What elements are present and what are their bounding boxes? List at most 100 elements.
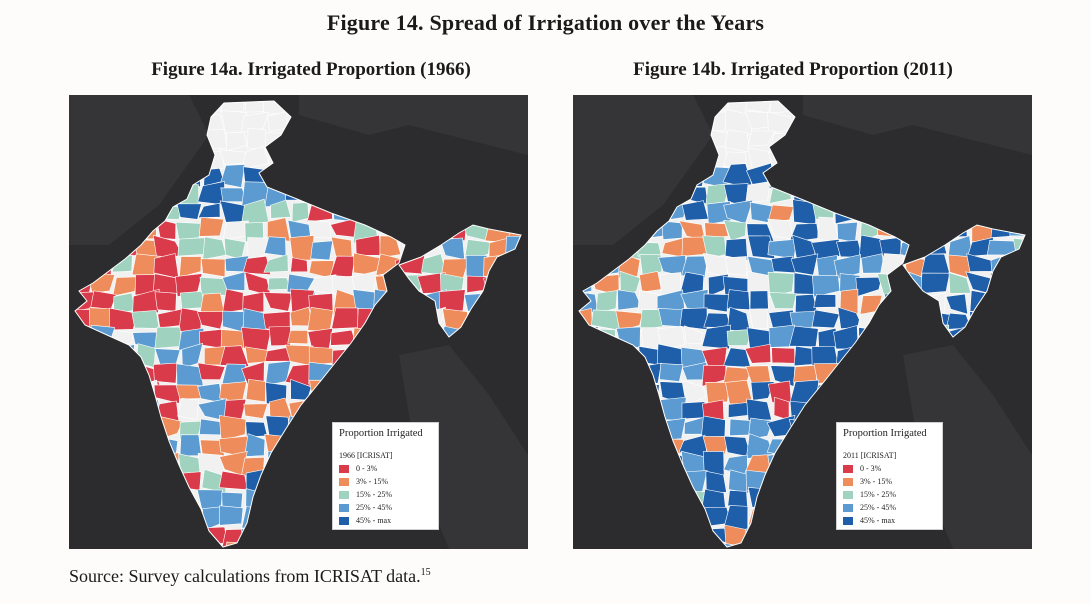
district-cell [331, 307, 359, 330]
district-cell [263, 254, 289, 273]
district-cell [703, 293, 730, 313]
district-cell [684, 325, 703, 345]
map-title-1966: Figure 14a. Irrigated Proportion (1966) [151, 59, 471, 80]
district-cell [836, 221, 858, 243]
district-cell [767, 271, 795, 298]
legend-swatch [843, 465, 853, 473]
district-cell [197, 202, 221, 219]
district-cell [747, 130, 776, 147]
legend-label: 0 - 3% [860, 464, 882, 473]
district-cell [243, 403, 269, 419]
district-cell [681, 379, 707, 405]
footnote-marker: 15 [420, 567, 431, 578]
district-cell [839, 288, 859, 315]
district-cell [245, 378, 267, 403]
legend-label: 3% - 15% [356, 477, 388, 486]
district-cell [811, 309, 840, 329]
legend-title: Proportion Irrigated [339, 428, 423, 439]
district-cell [241, 111, 270, 133]
district-cell [768, 291, 797, 309]
district-cell [768, 324, 795, 348]
district-cell [131, 310, 160, 329]
district-cell [329, 255, 356, 279]
district-cell [289, 235, 315, 261]
legend-subtitle: 2011 [ICRISAT] [843, 451, 897, 460]
district-cell [657, 326, 686, 350]
district-cell [723, 219, 747, 241]
district-cell [263, 292, 293, 312]
district-cell [679, 307, 708, 330]
district-cell [945, 293, 969, 315]
district-cell [307, 220, 332, 239]
district-cell [701, 324, 731, 350]
map-title-2011: Figure 14b. Irrigated Proportion (2011) [633, 59, 953, 80]
district-cell [749, 308, 769, 329]
district-cell [222, 288, 244, 314]
district-cell [639, 254, 663, 277]
legend-swatch [843, 478, 853, 486]
map-panel-1966: Proportion Irrigated 1966 [ICRISAT] 0 - … [69, 95, 528, 549]
district-cell [813, 294, 837, 308]
district-cell [307, 306, 334, 333]
district-cell [179, 256, 202, 278]
legend-swatch [843, 491, 853, 499]
district-cell [197, 362, 226, 381]
district-cell [154, 291, 177, 312]
legend-label: 45% - max [356, 516, 392, 525]
legend-label: 25% - 45% [356, 503, 392, 512]
district-cell [619, 270, 641, 297]
source-text: Source: Survey calculations from ICRISAT… [69, 566, 421, 586]
legend-label: 3% - 15% [860, 477, 892, 486]
district-cell [920, 272, 951, 294]
district-cell [270, 199, 292, 219]
legend-swatch [339, 504, 349, 512]
district-cell [244, 346, 270, 364]
legend-swatch [339, 491, 349, 499]
district-cell [199, 292, 225, 313]
legend-label: 45% - max [860, 516, 896, 525]
district-cell [746, 398, 772, 421]
district-cell [726, 328, 754, 346]
district-cell [242, 255, 272, 275]
district-cell [198, 216, 225, 237]
district-cell [242, 291, 265, 314]
district-cell [268, 325, 291, 347]
district-cell [108, 307, 139, 331]
district-cell [219, 505, 244, 526]
district-cell [595, 290, 618, 314]
legend-swatch [843, 517, 853, 525]
district-cell [615, 310, 643, 332]
district-cell [199, 276, 227, 296]
district-cell [219, 101, 246, 113]
district-cell [726, 289, 751, 310]
district-cell [177, 237, 206, 257]
legend-subtitle: 1966 [ICRISAT] [339, 451, 393, 460]
district-cell [702, 451, 725, 476]
choropleth-map-1966 [69, 95, 528, 549]
district-cell [705, 382, 730, 404]
figure-title: Figure 14. Spread of Irrigation over the… [326, 10, 765, 35]
map-panel-2011: Proportion Irrigated 2011 [ICRISAT] 0 - … [573, 95, 1032, 549]
district-cell [724, 238, 748, 261]
district-cell [793, 364, 818, 383]
district-cell [175, 221, 204, 240]
district-cell [725, 256, 747, 277]
district-cell [152, 362, 178, 384]
district-cell [659, 363, 684, 382]
legend-label: 15% - 25% [356, 490, 392, 499]
legend-swatch [339, 465, 349, 473]
legend-label: 25% - 45% [860, 503, 896, 512]
district-cell [179, 434, 202, 457]
district-cell [176, 203, 202, 220]
district-cell [747, 417, 773, 440]
district-cell [639, 270, 662, 293]
legend-swatch [843, 504, 853, 512]
district-cell [226, 131, 248, 152]
district-cell [220, 164, 246, 188]
district-cell [177, 397, 199, 420]
legend-2011: Proportion Irrigated 2011 [ICRISAT] 0 - … [836, 422, 943, 530]
district-cell [771, 347, 796, 364]
district-cell [833, 254, 862, 280]
district-cell [287, 330, 309, 345]
legend-swatch [339, 478, 349, 486]
